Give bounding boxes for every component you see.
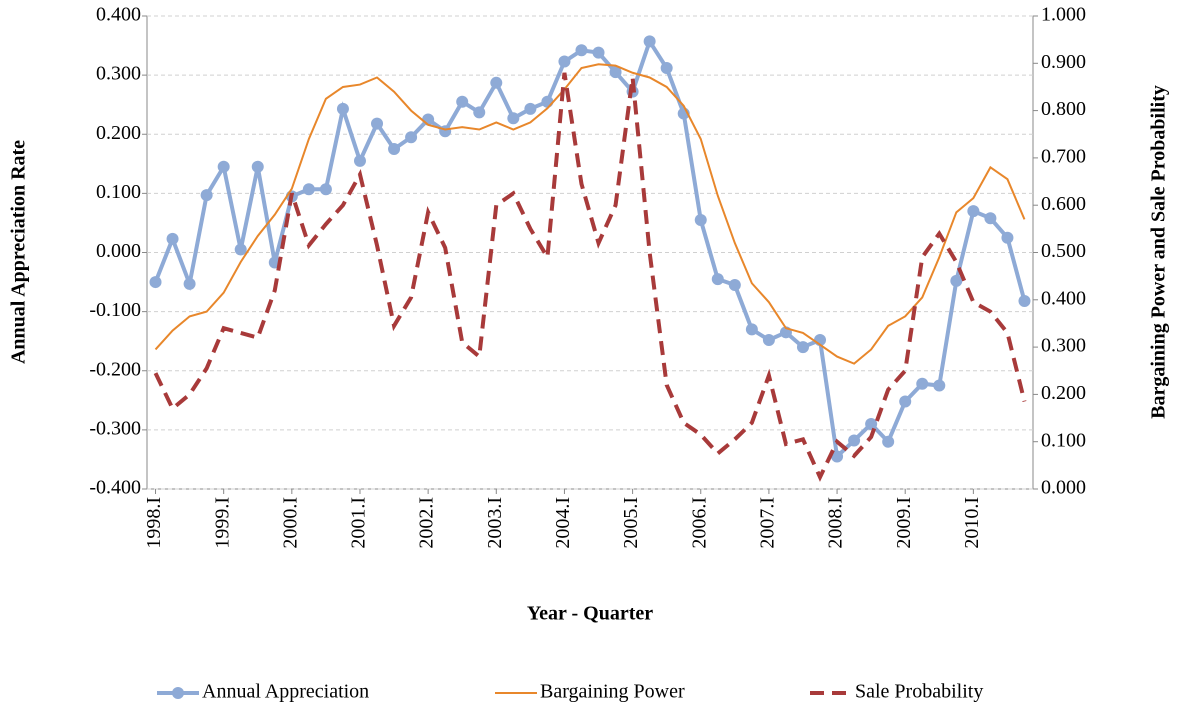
- data-point: [1018, 294, 1031, 307]
- legend-marker: [172, 687, 184, 699]
- y2-tick-label: 0.500: [1041, 240, 1086, 262]
- y-tick-label: -0.100: [89, 299, 141, 321]
- data-point: [711, 273, 724, 286]
- y2-tick-label: 0.800: [1041, 98, 1086, 120]
- x-tick-label: 1999.I: [211, 497, 233, 549]
- data-point: [371, 117, 384, 130]
- data-point: [643, 35, 656, 48]
- y2-tick-label: 0.700: [1041, 145, 1086, 167]
- data-point: [694, 213, 707, 226]
- series-line: [153, 72, 1027, 482]
- y-tick-label: 0.400: [96, 4, 141, 26]
- x-tick-label: 2010.I: [961, 497, 983, 549]
- data-point: [1001, 231, 1014, 244]
- x-tick-label: 2002.I: [416, 497, 438, 549]
- series-line: [154, 63, 1026, 365]
- data-point: [302, 183, 315, 196]
- series-line: [153, 36, 1027, 461]
- data-point: [507, 112, 520, 125]
- data-point: [490, 76, 503, 89]
- data-point: [916, 377, 929, 390]
- legend-label: Annual Appreciation: [202, 681, 369, 703]
- data-point: [251, 160, 264, 173]
- y2-tick-label: 0.400: [1041, 287, 1086, 309]
- x-tick-label: 2006.I: [688, 497, 710, 549]
- y2-tick-label: 0.900: [1041, 51, 1086, 73]
- data-point: [456, 95, 469, 108]
- data-point: [234, 243, 247, 256]
- data-point: [950, 274, 963, 287]
- y-tick-label: 0.000: [96, 240, 141, 262]
- x-tick-label: 2001.I: [348, 497, 370, 549]
- data-point: [541, 95, 554, 108]
- x-axis-title: Year - Quarter: [527, 603, 653, 625]
- x-tick-label: 2003.I: [484, 497, 506, 549]
- data-point: [899, 395, 912, 408]
- y2-tick-label: 1.000: [1041, 4, 1086, 26]
- y-tick-label: -0.400: [89, 477, 141, 499]
- y-axis-title: Annual Appreciation Rate: [8, 140, 30, 364]
- data-point: [660, 62, 673, 75]
- data-point: [609, 66, 622, 79]
- y2-tick-label: 0.200: [1041, 382, 1086, 404]
- data-point: [728, 279, 741, 292]
- data-point: [558, 55, 571, 68]
- data-point: [831, 450, 844, 463]
- y2-axis-title: Bargaining Power and Sale Probability: [1148, 85, 1170, 419]
- x-tick-label: 2008.I: [825, 497, 847, 549]
- data-point: [183, 277, 196, 290]
- x-tick-label: 2009.I: [893, 497, 915, 549]
- data-point: [882, 435, 895, 448]
- data-point: [149, 276, 162, 289]
- x-tick-label: 2007.I: [756, 497, 778, 549]
- data-point: [865, 417, 878, 430]
- data-point: [336, 102, 349, 115]
- legend-label: Sale Probability: [855, 681, 983, 703]
- data-point: [967, 205, 980, 218]
- y-tick-label: 0.200: [96, 122, 141, 144]
- data-point: [933, 379, 946, 392]
- x-tick-label: 1998.I: [143, 497, 165, 549]
- data-point: [388, 143, 401, 156]
- data-point: [200, 189, 213, 202]
- x-tick-label: 2005.I: [620, 497, 642, 549]
- y2-tick-label: 0.300: [1041, 335, 1086, 357]
- data-point: [405, 131, 418, 144]
- data-point: [984, 212, 997, 225]
- data-point: [217, 160, 230, 173]
- data-point: [796, 341, 809, 354]
- data-point: [745, 323, 758, 336]
- data-point: [166, 232, 179, 245]
- y-tick-label: 0.100: [96, 181, 141, 203]
- data-point: [439, 125, 452, 138]
- data-point: [575, 44, 588, 57]
- x-tick-label: 2000.I: [279, 497, 301, 549]
- data-point: [762, 334, 775, 347]
- data-point: [353, 154, 366, 167]
- y-tick-label: -0.200: [89, 358, 141, 380]
- data-point: [473, 106, 486, 119]
- y-tick-label: -0.300: [89, 417, 141, 439]
- x-tick-label: 2004.I: [552, 497, 574, 549]
- data-point: [592, 46, 605, 59]
- data-point: [524, 102, 537, 115]
- y-tick-label: 0.300: [96, 63, 141, 85]
- y2-tick-label: 0.100: [1041, 429, 1086, 451]
- y2-tick-label: 0.000: [1041, 477, 1086, 499]
- data-point: [319, 183, 332, 196]
- data-point: [848, 434, 861, 447]
- legend-label: Bargaining Power: [540, 681, 685, 703]
- y2-tick-label: 0.600: [1041, 193, 1086, 215]
